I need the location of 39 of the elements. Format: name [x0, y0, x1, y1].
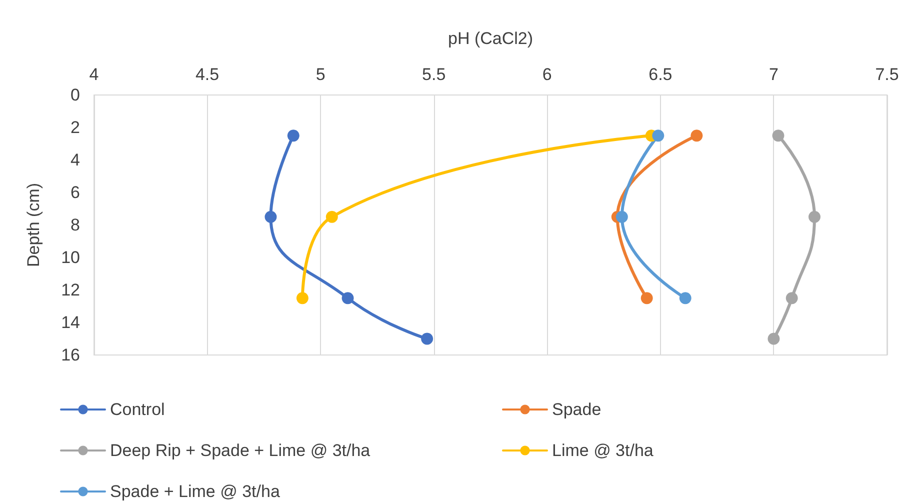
legend-label: Spade + Lime @ 3t/ha: [110, 482, 280, 501]
point: [640, 292, 653, 304]
point: [616, 210, 628, 223]
y-tick-label: 10: [61, 248, 80, 267]
y-tick-label: 16: [61, 346, 80, 364]
point: [264, 210, 277, 223]
x-tick-label: 4: [89, 65, 99, 84]
point: [690, 130, 703, 142]
point: [786, 292, 798, 304]
x-tick-label: 7: [768, 65, 778, 84]
point: [768, 332, 780, 345]
legend-label: Spade: [552, 400, 602, 419]
y-tick-label: 12: [61, 280, 80, 300]
y-tick-label: 4: [70, 150, 80, 170]
y-tick-label: 8: [70, 216, 80, 234]
point: [342, 292, 354, 304]
x-tick-label: 7.5: [875, 65, 899, 84]
point: [808, 210, 820, 223]
x-axis-title: pH (CaCl2): [448, 29, 534, 48]
y-axis-title: Depth (cm): [24, 182, 43, 268]
point: [326, 210, 338, 223]
point: [652, 130, 664, 142]
y-tick-label: 2: [70, 118, 80, 137]
x-tick-label: 5: [316, 65, 326, 84]
legend-label: Lime @ 3t/ha: [552, 441, 654, 460]
x-tick-label: 6: [542, 65, 552, 84]
x-tick-label: 4.5: [195, 65, 220, 84]
point: [679, 292, 692, 304]
y-tick-label: 0: [70, 86, 80, 104]
point: [296, 292, 308, 304]
point: [287, 130, 300, 142]
point: [421, 332, 434, 345]
y-tick-label: 14: [61, 313, 80, 332]
legend-label: Control: [110, 400, 165, 419]
y-tick-label: 6: [70, 183, 80, 202]
x-tick-label: 6.5: [648, 65, 672, 84]
point: [772, 130, 784, 142]
x-tick-label: 5.5: [422, 65, 446, 84]
legend-label: Deep Rip + Spade + Lime @ 3t/ha: [110, 441, 371, 460]
